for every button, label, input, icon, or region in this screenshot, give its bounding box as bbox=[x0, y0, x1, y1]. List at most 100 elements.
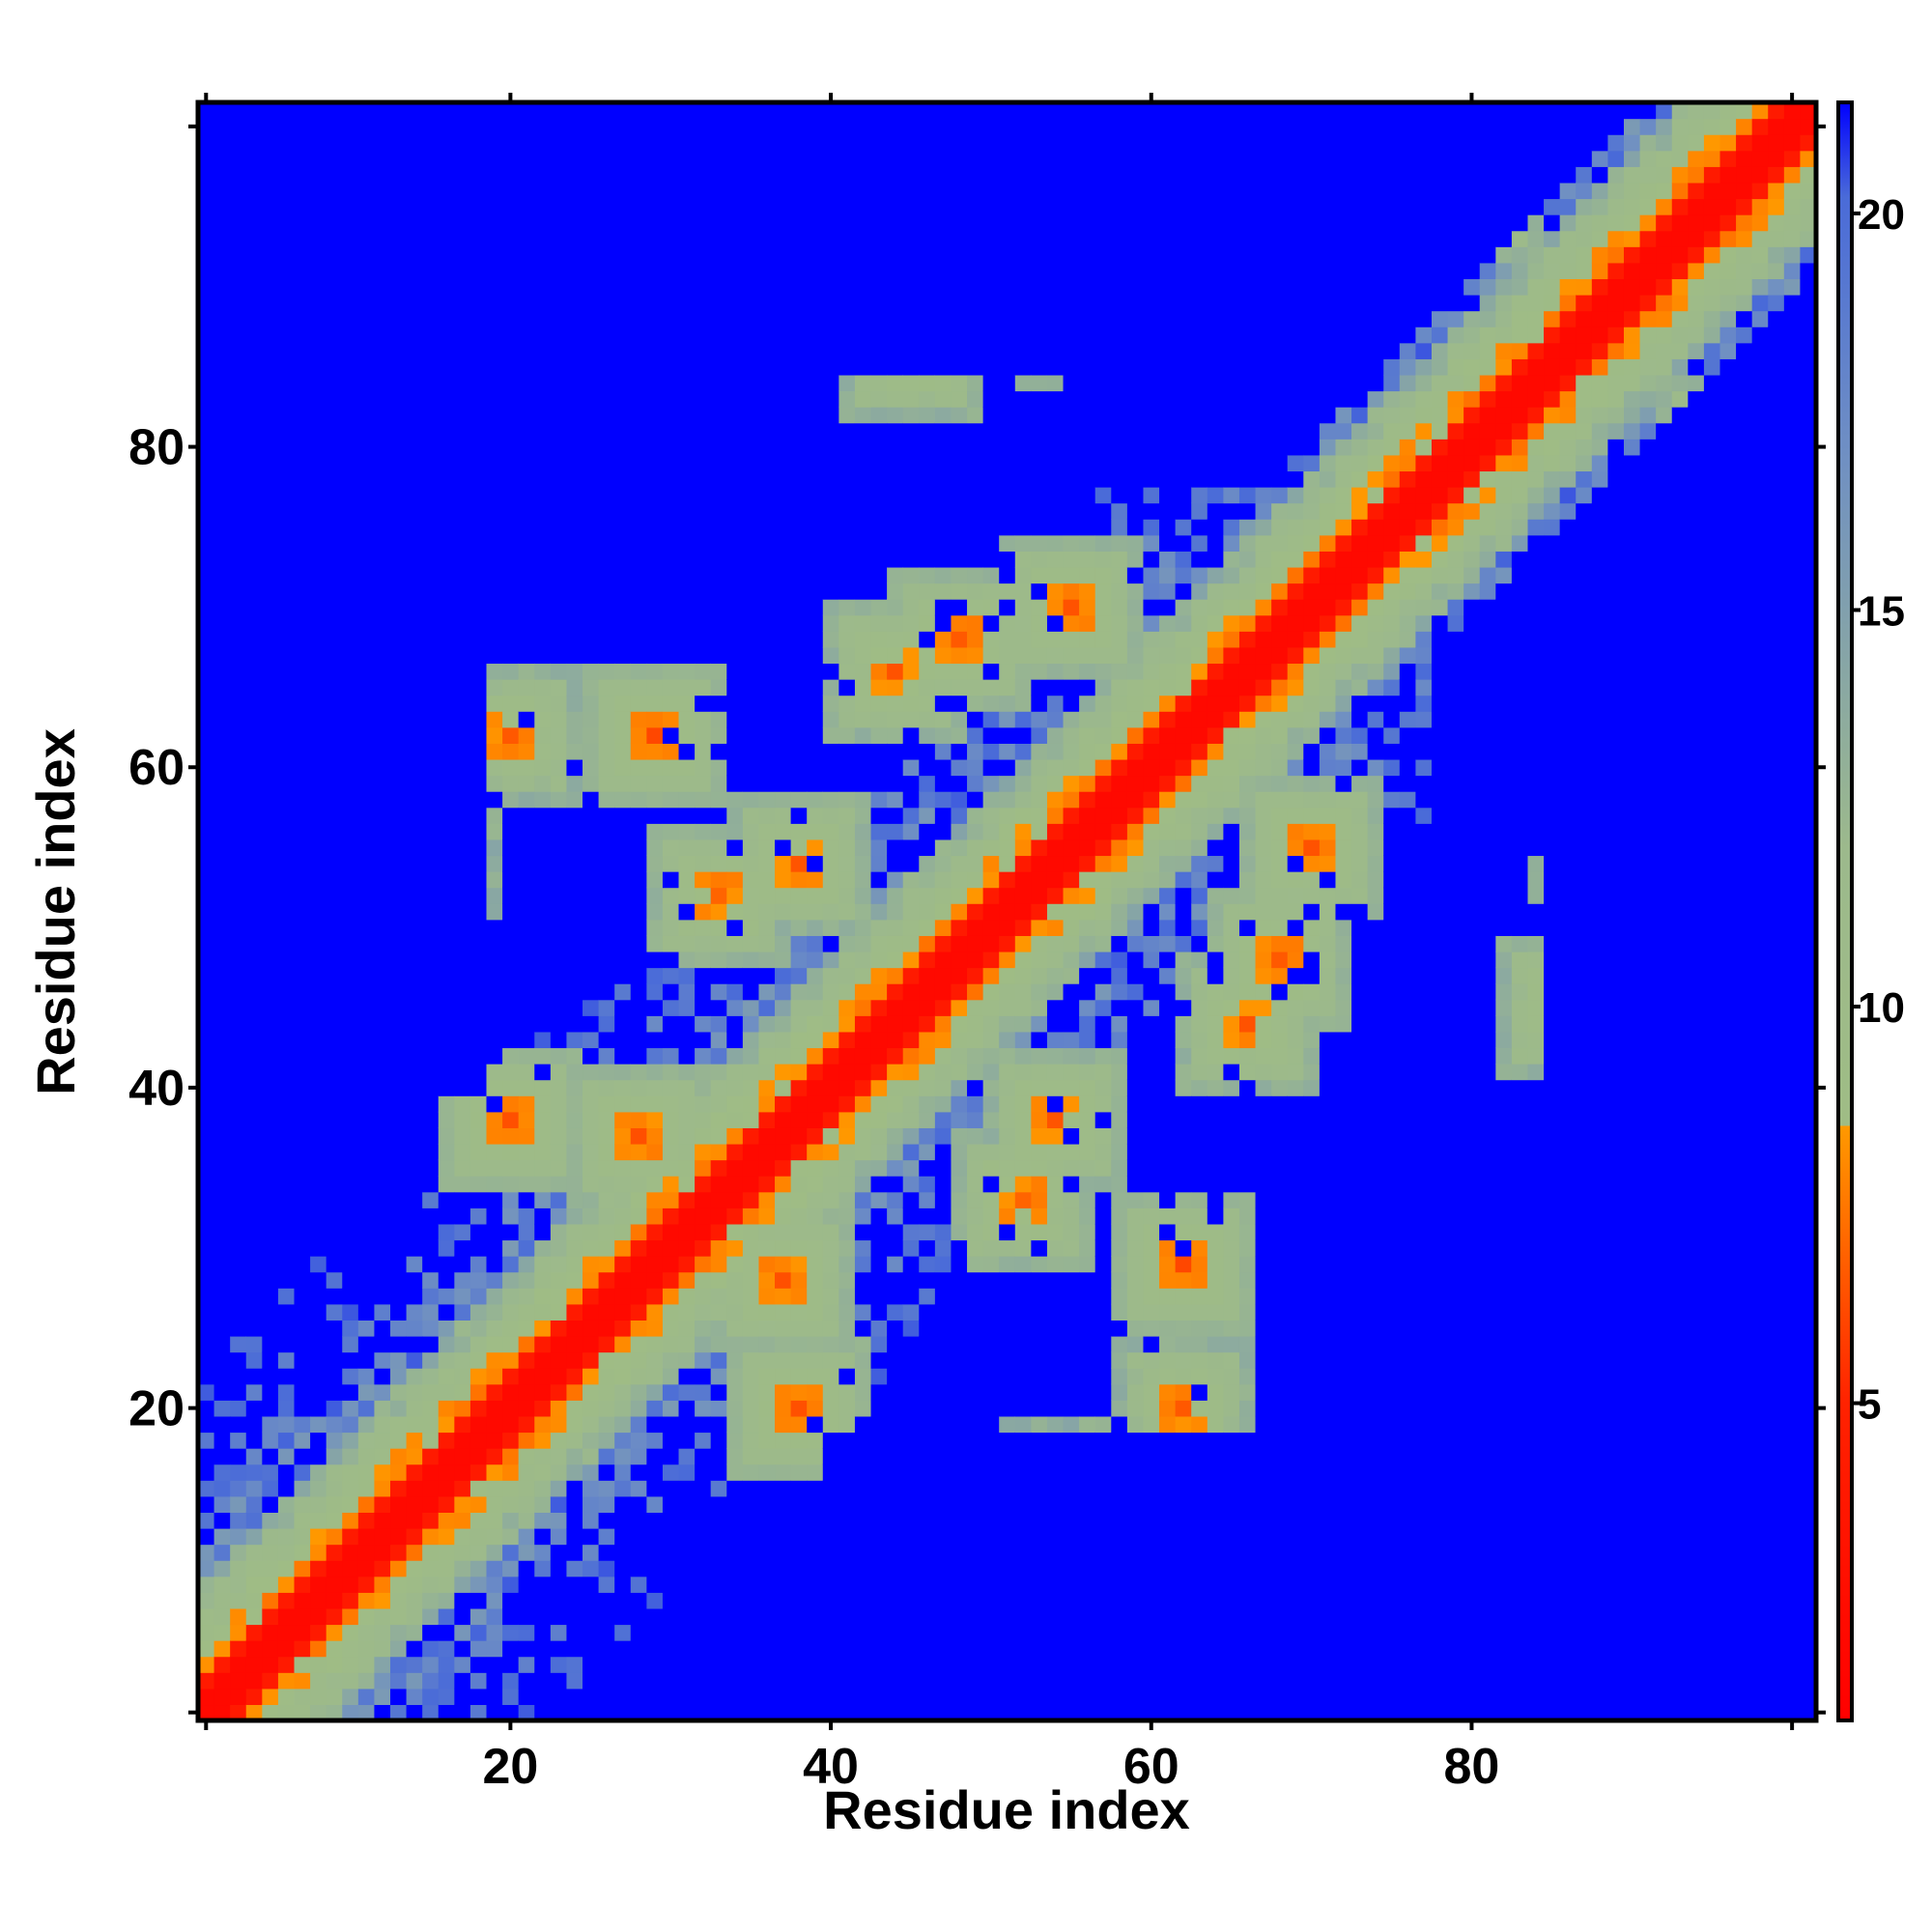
heatmap-cell bbox=[614, 470, 632, 488]
heatmap-cell bbox=[294, 599, 311, 616]
heatmap-cell bbox=[277, 807, 296, 824]
heatmap-cell bbox=[198, 230, 215, 247]
heatmap-cell bbox=[982, 1512, 1000, 1529]
heatmap-cell bbox=[198, 1368, 215, 1385]
heatmap-cell bbox=[695, 1463, 712, 1481]
heatmap-cell bbox=[807, 566, 824, 584]
heatmap-cell bbox=[230, 327, 247, 344]
heatmap-cell bbox=[598, 838, 615, 857]
heatmap-cell bbox=[326, 519, 343, 536]
heatmap-cell bbox=[422, 1544, 440, 1561]
heatmap-cell bbox=[695, 1576, 712, 1593]
heatmap-cell bbox=[630, 502, 647, 520]
heatmap-cell bbox=[566, 1015, 583, 1033]
heatmap-cell bbox=[742, 519, 760, 536]
heatmap-cell bbox=[534, 614, 552, 632]
heatmap-cell bbox=[326, 1495, 343, 1513]
heatmap-cell bbox=[967, 1288, 984, 1305]
heatmap-cell bbox=[598, 295, 615, 312]
heatmap-cell bbox=[887, 1368, 904, 1385]
heatmap-cell bbox=[902, 758, 920, 777]
heatmap-cell bbox=[374, 470, 391, 488]
heatmap-cell bbox=[982, 1415, 1000, 1434]
heatmap-cell bbox=[374, 711, 391, 728]
heatmap-cell bbox=[277, 327, 296, 344]
heatmap-cell bbox=[406, 711, 423, 728]
heatmap-cell bbox=[357, 214, 376, 232]
heatmap-cell bbox=[598, 1607, 615, 1626]
heatmap-cell bbox=[854, 1095, 872, 1113]
heatmap-cell bbox=[934, 150, 952, 167]
heatmap-cell bbox=[646, 454, 664, 472]
heatmap-cell bbox=[518, 999, 535, 1016]
heatmap-cell bbox=[775, 278, 792, 296]
heatmap-cell bbox=[486, 198, 503, 215]
heatmap-cell bbox=[198, 1015, 215, 1033]
heatmap-cell bbox=[326, 534, 343, 552]
heatmap-cell bbox=[919, 1495, 936, 1513]
heatmap-cell bbox=[390, 1544, 408, 1561]
heatmap-cell bbox=[838, 310, 856, 327]
heatmap-cell bbox=[951, 1656, 968, 1673]
heatmap-cell bbox=[934, 470, 952, 488]
heatmap-cell bbox=[566, 726, 583, 744]
heatmap-cell bbox=[245, 166, 263, 184]
heatmap-cell bbox=[518, 150, 535, 167]
heatmap-cell bbox=[775, 791, 792, 809]
heatmap-cell bbox=[807, 214, 824, 232]
heatmap-cell bbox=[822, 1400, 839, 1417]
heatmap-cell bbox=[678, 310, 696, 327]
heatmap-cell bbox=[967, 1480, 984, 1497]
heatmap-cell bbox=[198, 1159, 215, 1177]
heatmap-cell bbox=[406, 1064, 423, 1081]
heatmap-cell bbox=[422, 214, 440, 232]
heatmap-cell bbox=[822, 775, 839, 792]
heatmap-cell bbox=[213, 470, 231, 488]
heatmap-cell bbox=[614, 1495, 632, 1513]
heatmap-cell bbox=[454, 1127, 471, 1145]
heatmap-cell bbox=[357, 1159, 376, 1177]
heatmap-cell bbox=[614, 1256, 632, 1273]
heatmap-cell bbox=[951, 1335, 968, 1353]
heatmap-cell bbox=[630, 214, 647, 232]
heatmap-cell bbox=[230, 614, 247, 632]
heatmap-cell bbox=[838, 1544, 856, 1561]
heatmap-cell bbox=[245, 422, 263, 440]
heatmap-cell bbox=[374, 935, 391, 952]
heatmap-cell bbox=[870, 1079, 888, 1096]
heatmap-cell bbox=[951, 358, 968, 376]
heatmap-cell bbox=[245, 1079, 263, 1096]
heatmap-cell bbox=[502, 1159, 520, 1177]
heatmap-cell bbox=[438, 1463, 455, 1481]
heatmap-cell bbox=[919, 166, 936, 184]
heatmap-cell bbox=[614, 1480, 632, 1497]
heatmap-cell bbox=[454, 1624, 471, 1641]
heatmap-cell bbox=[967, 935, 984, 952]
heatmap-cell bbox=[710, 887, 727, 904]
heatmap-cell bbox=[198, 454, 215, 472]
heatmap-cell bbox=[758, 871, 776, 889]
heatmap-cell bbox=[454, 534, 471, 552]
heatmap-cell bbox=[807, 1512, 824, 1529]
heatmap-cell bbox=[374, 1383, 391, 1401]
heatmap-cell bbox=[790, 1448, 808, 1465]
heatmap-cell bbox=[518, 502, 535, 520]
heatmap-cell bbox=[646, 1288, 664, 1305]
heatmap-cell bbox=[262, 775, 279, 792]
heatmap-cell bbox=[982, 1640, 1000, 1658]
heatmap-cell bbox=[469, 278, 488, 296]
heatmap-cell bbox=[790, 663, 808, 680]
heatmap-cell bbox=[198, 582, 215, 600]
heatmap-cell bbox=[486, 1015, 503, 1033]
heatmap-cell bbox=[630, 935, 647, 952]
heatmap-cell bbox=[790, 407, 808, 424]
heatmap-cell bbox=[326, 1527, 343, 1546]
heatmap-cell bbox=[486, 967, 503, 984]
heatmap-cell bbox=[454, 1527, 471, 1546]
heatmap-cell bbox=[469, 439, 488, 456]
heatmap-cell bbox=[310, 983, 327, 1001]
heatmap-cell bbox=[262, 1415, 279, 1434]
heatmap-cell bbox=[934, 439, 952, 456]
heatmap-cell bbox=[310, 807, 327, 824]
heatmap-cell bbox=[486, 679, 503, 696]
